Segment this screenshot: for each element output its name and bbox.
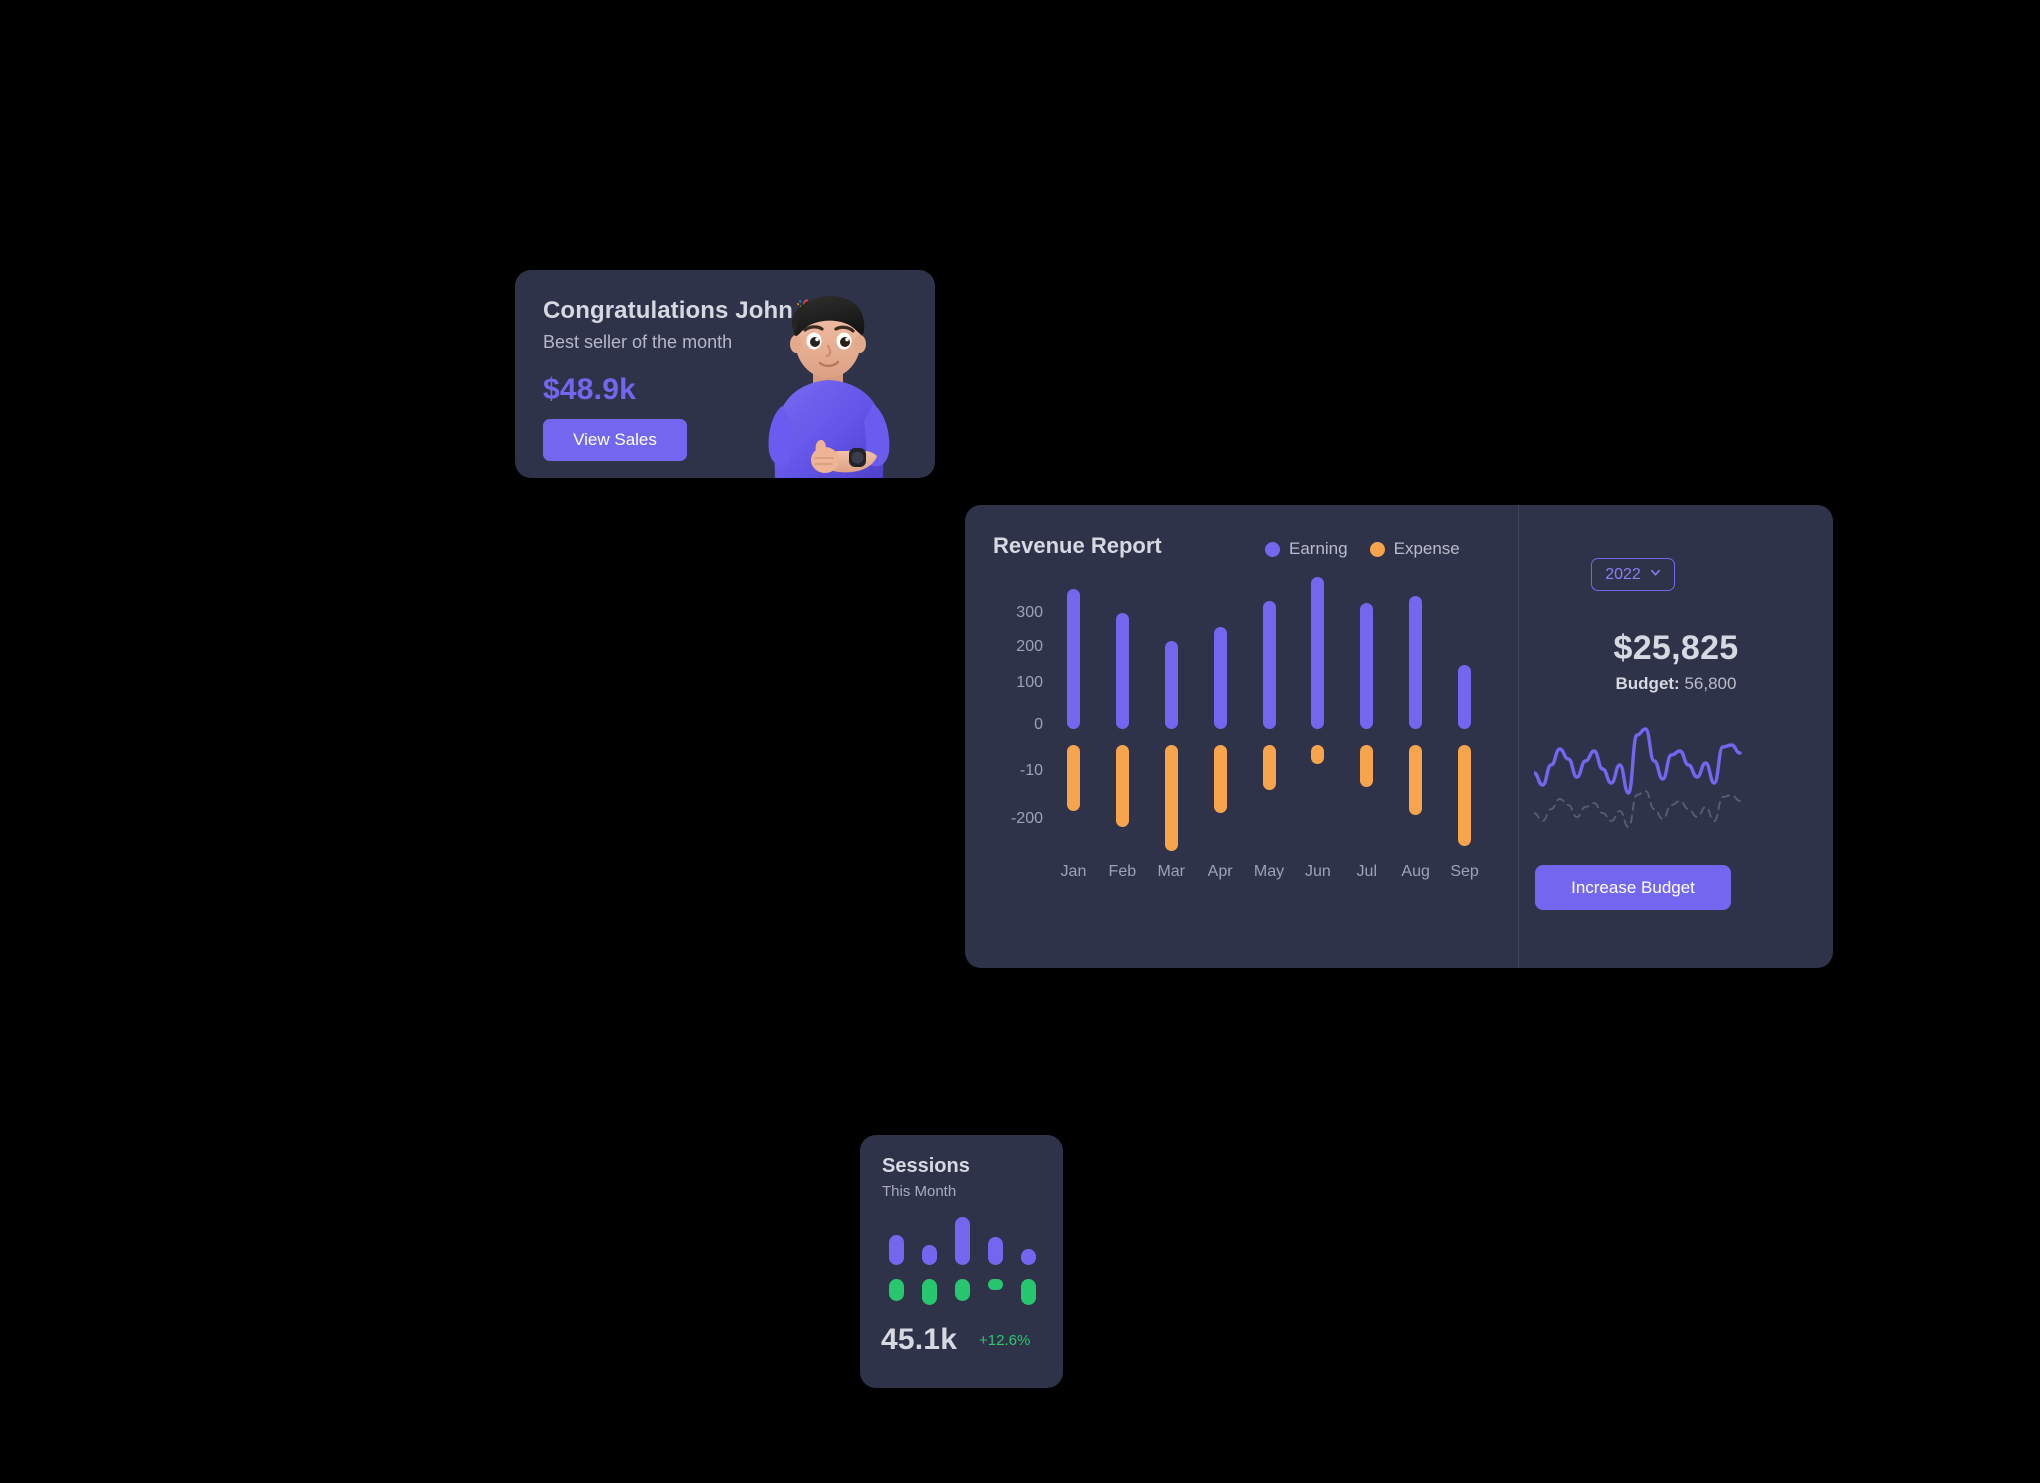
legend-label-earning: Earning: [1289, 539, 1348, 558]
budget-label: Budget:: [1615, 674, 1680, 693]
bar-expense: [1262, 745, 1276, 790]
sessions-bar-up: [988, 1237, 1003, 1265]
sessions-bar-column: [988, 1219, 1003, 1307]
x-axis-tick: Mar: [1157, 863, 1185, 880]
year-select-value: 2022: [1605, 565, 1641, 583]
sessions-delta: +12.6%: [979, 1332, 1031, 1349]
congratulations-card: Congratulations John🎉 Best seller of the…: [515, 270, 935, 478]
bar-earning: [1458, 664, 1472, 729]
bar-expense: [1311, 745, 1325, 764]
x-axis-tick: Jun: [1304, 863, 1331, 880]
increase-budget-button[interactable]: Increase Budget: [1535, 865, 1731, 910]
sessions-bar-down: [988, 1279, 1003, 1290]
congratulations-title-text: Congratulations John: [543, 297, 793, 324]
y-axis-tick: 100: [1016, 674, 1043, 691]
x-axis-tick: Sep: [1450, 863, 1479, 880]
bar-expense: [1458, 745, 1472, 846]
sessions-title: Sessions: [882, 1155, 970, 1177]
bar-expense: [1066, 745, 1080, 811]
bar-expense: [1360, 745, 1374, 788]
sessions-bar-up: [955, 1217, 970, 1265]
legend-dot-expense-icon: [1369, 541, 1385, 557]
y-axis-tick: 0: [1034, 716, 1043, 733]
congratulations-subtitle: Best seller of the month: [543, 332, 733, 352]
x-axis-tick: Jan: [1060, 863, 1087, 880]
bar-column: [1311, 577, 1325, 855]
budget-line: Budget: 56,800: [1519, 674, 1833, 694]
y-axis-tick: -10: [1019, 762, 1043, 779]
bar-earning: [1311, 577, 1325, 729]
x-axis-tick: Apr: [1207, 863, 1233, 880]
bar-earning: [1360, 603, 1374, 729]
bar-earning: [1262, 600, 1276, 729]
bar-expense: [1164, 745, 1178, 851]
bar-column: [1115, 595, 1129, 855]
sessions-bar-down: [1021, 1279, 1036, 1305]
congratulations-amount: $48.9k: [543, 373, 636, 406]
budget-sparkline: [1534, 727, 1742, 829]
budget-panel: 2022 $25,825 Budget: 56,800 Increase Bud…: [1519, 505, 1833, 968]
bar-column: [1458, 595, 1472, 855]
bar-expense: [1409, 745, 1423, 816]
x-axis-tick: Aug: [1401, 863, 1430, 880]
legend-label-expense: Expense: [1393, 539, 1460, 558]
total-amount: $25,825: [1613, 629, 1739, 667]
sessions-bar-column: [1021, 1219, 1036, 1307]
chevron-down-icon: [1650, 569, 1660, 576]
sessions-bar-up: [889, 1235, 904, 1265]
panel-divider: [1518, 505, 1519, 968]
revenue-report-title: Revenue Report: [993, 533, 1162, 558]
x-axis-tick: May: [1253, 863, 1285, 880]
revenue-report-card: Revenue Report Earning Expense 300 200 100…: [965, 505, 1833, 968]
bar-group: [1049, 577, 1489, 855]
bar-column: [1164, 595, 1178, 855]
sessions-bar-up: [1021, 1249, 1036, 1265]
y-axis: 300 200 100 0 -10 -200: [985, 595, 1043, 855]
bar-earning: [1213, 626, 1227, 729]
bar-column: [1409, 595, 1423, 855]
chart-legend: Earning Expense: [1265, 539, 1460, 559]
bar-earning: [1115, 612, 1129, 729]
y-axis-tick: 200: [1016, 638, 1043, 655]
bar-earning: [1066, 588, 1080, 729]
budget-value: 56,800: [1684, 674, 1737, 693]
view-sales-button[interactable]: View Sales: [543, 419, 687, 461]
sparkline-solid-path: [1534, 727, 1742, 795]
x-axis: Jan Feb Mar Apr May Jun Jul Aug Sep: [1049, 863, 1489, 889]
bar-column: [1213, 595, 1227, 855]
bar-column: [1066, 588, 1080, 855]
legend-item-expense: Expense: [1369, 539, 1460, 559]
sessions-bar-down: [889, 1279, 904, 1301]
sessions-bar-column: [889, 1219, 904, 1307]
sessions-value: 45.1k: [881, 1323, 958, 1356]
sessions-bar-column: [922, 1219, 937, 1307]
x-axis-tick: Jul: [1356, 863, 1377, 880]
sessions-bar-down: [955, 1279, 970, 1301]
sparkline-dashed-path: [1534, 789, 1741, 829]
legend-dot-earning-icon: [1265, 541, 1280, 557]
sessions-subtitle: This Month: [882, 1183, 957, 1200]
sessions-card: Sessions This Month 45.1k +12.6%: [860, 1135, 1063, 1388]
sessions-bar-down: [922, 1279, 937, 1305]
character-illustration-icon: [768, 296, 890, 478]
year-select-dropdown[interactable]: 2022: [1591, 558, 1675, 591]
bar-expense: [1115, 745, 1129, 828]
sessions-bar-column: [955, 1217, 970, 1307]
y-axis-tick: 300: [1016, 604, 1043, 621]
sessions-bar-chart: [880, 1217, 1045, 1307]
bar-earning: [1409, 596, 1423, 729]
legend-item-earning: Earning: [1265, 539, 1348, 559]
x-axis-tick: Feb: [1108, 863, 1137, 880]
bar-earning: [1164, 641, 1178, 729]
sessions-bar-up: [922, 1245, 937, 1265]
bar-column: [1360, 595, 1374, 855]
bar-column: [1262, 595, 1276, 855]
y-axis-tick: -200: [1010, 810, 1043, 827]
revenue-bar-chart: 300 200 100 0 -10 -200 Jan Feb Mar Apr May Jun Jul A…: [985, 577, 1515, 925]
bar-expense: [1213, 745, 1227, 814]
